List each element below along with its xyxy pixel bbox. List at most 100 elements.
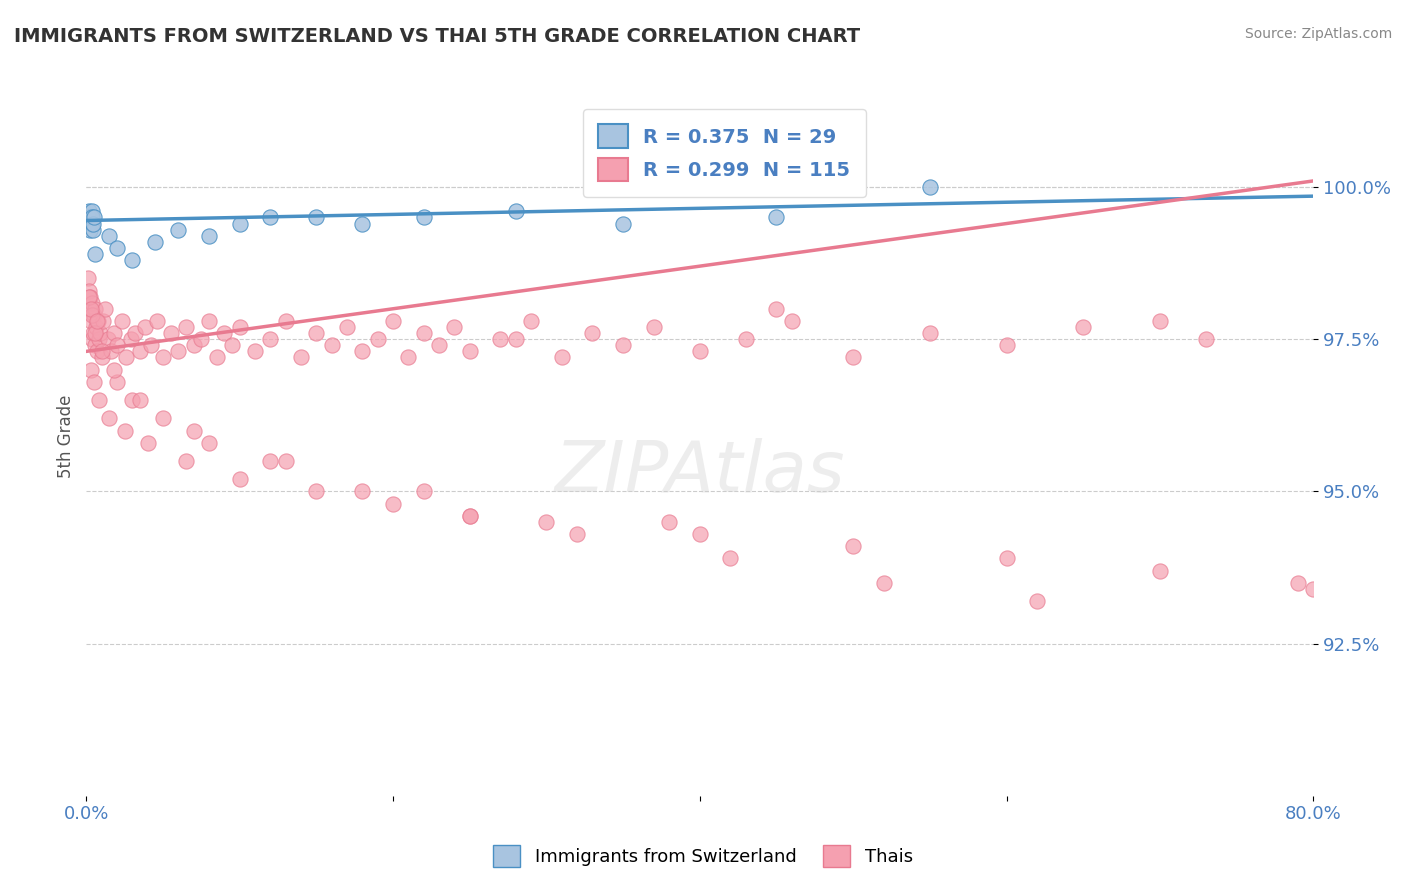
Point	[352, 344, 374, 359]
Point	[79, 217, 101, 231]
Point	[352, 217, 374, 231]
Point	[79, 211, 101, 225]
Point	[84, 326, 107, 340]
Point	[97, 332, 120, 346]
Point	[82, 204, 104, 219]
Point	[458, 508, 481, 523]
Point	[321, 338, 343, 352]
Point	[80, 301, 103, 316]
Point	[77, 284, 100, 298]
Point	[290, 351, 312, 365]
Point	[243, 344, 266, 359]
Point	[336, 320, 359, 334]
Point	[136, 435, 159, 450]
Point	[98, 228, 121, 243]
Point	[842, 351, 865, 365]
Point	[110, 314, 132, 328]
Point	[89, 326, 111, 340]
Point	[84, 338, 107, 352]
Point	[565, 527, 588, 541]
Point	[82, 295, 104, 310]
Point	[489, 332, 512, 346]
Point	[100, 344, 122, 359]
Point	[396, 351, 419, 365]
Point	[612, 338, 634, 352]
Point	[139, 338, 162, 352]
Point	[80, 332, 103, 346]
Point	[77, 204, 100, 219]
Point	[259, 211, 281, 225]
Point	[105, 375, 128, 389]
Point	[79, 289, 101, 303]
Point	[183, 424, 205, 438]
Point	[105, 338, 128, 352]
Point	[159, 326, 181, 340]
Point	[80, 362, 103, 376]
Point	[91, 314, 114, 328]
Point	[274, 314, 297, 328]
Point	[167, 222, 190, 236]
Point	[129, 393, 152, 408]
Point	[198, 435, 221, 450]
Point	[82, 308, 104, 322]
Point	[83, 308, 105, 322]
Point	[551, 351, 574, 365]
Point	[1149, 564, 1171, 578]
Point	[76, 271, 98, 285]
Point	[259, 454, 281, 468]
Point	[612, 217, 634, 231]
Point	[198, 314, 221, 328]
Point	[720, 551, 742, 566]
Point	[82, 217, 104, 231]
Point	[90, 344, 112, 359]
Point	[134, 320, 156, 334]
Point	[205, 351, 228, 365]
Point	[780, 314, 803, 328]
Point	[995, 551, 1018, 566]
Point	[121, 393, 143, 408]
Point	[505, 332, 527, 346]
Point	[83, 211, 105, 225]
Point	[84, 320, 107, 334]
Point	[174, 454, 197, 468]
Point	[146, 314, 169, 328]
Point	[1302, 582, 1324, 596]
Point	[427, 338, 450, 352]
Point	[80, 217, 103, 231]
Point	[82, 211, 104, 225]
Point	[221, 338, 243, 352]
Point	[115, 351, 138, 365]
Point	[87, 393, 110, 408]
Point	[79, 301, 101, 316]
Point	[1071, 320, 1094, 334]
Point	[765, 211, 787, 225]
Point	[305, 484, 328, 499]
Point	[87, 332, 110, 346]
Point	[873, 575, 896, 590]
Point	[643, 320, 665, 334]
Point	[174, 320, 197, 334]
Point	[765, 301, 787, 316]
Point	[581, 326, 603, 340]
Legend: R = 0.375  N = 29, R = 0.299  N = 115: R = 0.375 N = 29, R = 0.299 N = 115	[583, 109, 866, 197]
Point	[129, 344, 152, 359]
Point	[79, 211, 101, 225]
Point	[412, 326, 434, 340]
Point	[382, 314, 405, 328]
Point	[443, 320, 465, 334]
Point	[689, 344, 711, 359]
Point	[1149, 314, 1171, 328]
Point	[83, 375, 105, 389]
Point	[198, 228, 221, 243]
Point	[93, 301, 115, 316]
Point	[103, 326, 125, 340]
Point	[152, 351, 174, 365]
Point	[121, 253, 143, 268]
Point	[214, 326, 236, 340]
Point	[80, 314, 103, 328]
Point	[918, 180, 941, 194]
Point	[77, 211, 100, 225]
Point	[305, 326, 328, 340]
Text: Source: ZipAtlas.com: Source: ZipAtlas.com	[1244, 27, 1392, 41]
Point	[842, 539, 865, 553]
